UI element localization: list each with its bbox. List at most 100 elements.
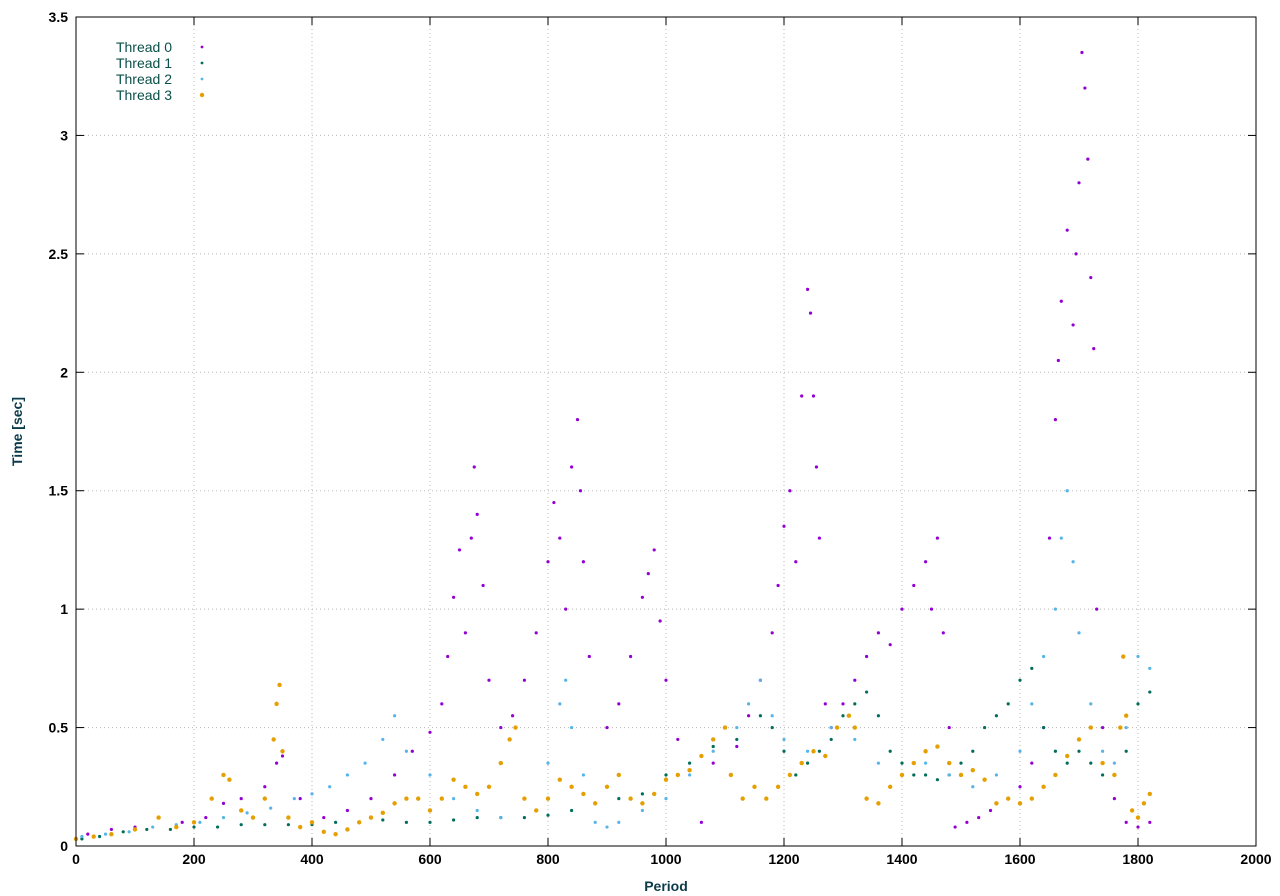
- data-point: [829, 725, 833, 730]
- data-point: [487, 678, 491, 682]
- data-point: [410, 749, 414, 753]
- data-point: [1042, 654, 1046, 659]
- data-point: [1148, 820, 1152, 824]
- data-point: [865, 690, 869, 694]
- data-point: [581, 773, 586, 777]
- data-point: [1059, 536, 1063, 540]
- data-point: [924, 761, 928, 765]
- data-point: [191, 820, 197, 825]
- data-point: [617, 820, 621, 824]
- data-point: [1141, 801, 1147, 806]
- data-point: [1101, 773, 1105, 777]
- data-point: [286, 823, 290, 827]
- data-point: [758, 678, 763, 682]
- data-point: [958, 772, 964, 778]
- data-point: [640, 792, 645, 796]
- data-point: [1017, 801, 1023, 806]
- data-point: [499, 725, 503, 730]
- legend-marker: [200, 45, 204, 49]
- data-point: [629, 654, 633, 659]
- data-point: [1086, 157, 1090, 161]
- data-point: [239, 823, 243, 827]
- data-point: [564, 607, 568, 611]
- data-point: [570, 465, 574, 469]
- data-point: [864, 796, 869, 801]
- data-point: [381, 818, 385, 822]
- data-point: [522, 678, 527, 682]
- data-point: [428, 730, 432, 734]
- x-tick-label: 1400: [886, 851, 917, 867]
- data-point: [557, 777, 562, 782]
- data-point: [953, 825, 957, 829]
- data-point: [994, 801, 999, 806]
- data-point: [310, 792, 314, 796]
- data-point: [513, 725, 518, 730]
- data-point: [605, 725, 609, 730]
- data-point: [522, 815, 527, 820]
- legend-marker: [200, 61, 204, 65]
- data-point: [676, 737, 680, 742]
- data-point: [168, 827, 172, 832]
- data-point: [1124, 749, 1128, 753]
- data-point: [711, 744, 715, 749]
- data-point: [475, 791, 480, 797]
- data-point: [457, 548, 462, 552]
- data-point: [334, 820, 338, 824]
- y-tick-label: 3.5: [49, 9, 69, 25]
- data-point: [988, 808, 993, 813]
- data-point: [775, 784, 781, 789]
- data-point: [770, 725, 774, 730]
- data-point: [499, 815, 503, 820]
- data-point: [227, 777, 232, 782]
- data-point: [1136, 702, 1140, 706]
- data-point: [664, 773, 668, 777]
- data-point: [900, 607, 904, 611]
- data-point: [204, 815, 208, 820]
- data-point: [298, 824, 303, 830]
- data-point: [912, 583, 916, 588]
- data-point: [404, 796, 409, 801]
- data-point: [357, 820, 362, 825]
- data-point: [688, 761, 692, 765]
- data-point: [1065, 753, 1070, 759]
- x-tick-label: 1200: [768, 851, 799, 867]
- data-point: [578, 489, 583, 493]
- data-point: [947, 773, 951, 777]
- data-point: [452, 595, 456, 599]
- data-point: [1018, 749, 1022, 753]
- x-tick-label: 200: [182, 851, 206, 867]
- data-point: [439, 796, 444, 801]
- grid-lines: [76, 17, 1256, 846]
- data-point: [711, 749, 715, 753]
- data-point: [463, 631, 467, 635]
- data-point: [428, 820, 432, 824]
- data-point: [711, 737, 716, 742]
- data-point: [982, 777, 987, 782]
- data-point: [280, 754, 285, 758]
- data-point: [269, 806, 273, 810]
- data-point: [1080, 50, 1084, 55]
- data-point: [640, 595, 645, 599]
- data-point: [321, 829, 326, 834]
- data-point: [156, 815, 161, 820]
- data-point: [1074, 252, 1078, 256]
- data-point: [569, 784, 574, 789]
- data-point: [1018, 785, 1022, 789]
- data-point: [923, 749, 928, 754]
- data-point: [764, 796, 769, 801]
- data-point: [475, 808, 479, 813]
- data-point: [558, 536, 562, 540]
- data-point: [747, 702, 751, 706]
- data-point: [1101, 725, 1105, 730]
- x-tick-label: 1800: [1122, 851, 1153, 867]
- data-point: [1089, 702, 1093, 706]
- data-point: [1030, 761, 1034, 765]
- data-point: [983, 725, 987, 730]
- data-point: [728, 772, 734, 778]
- data-point: [472, 465, 476, 469]
- data-point: [829, 737, 833, 742]
- y-axis-title: Time [sec]: [9, 397, 25, 466]
- data-point: [469, 536, 473, 540]
- data-point: [853, 702, 857, 706]
- x-tick-label: 400: [300, 851, 324, 867]
